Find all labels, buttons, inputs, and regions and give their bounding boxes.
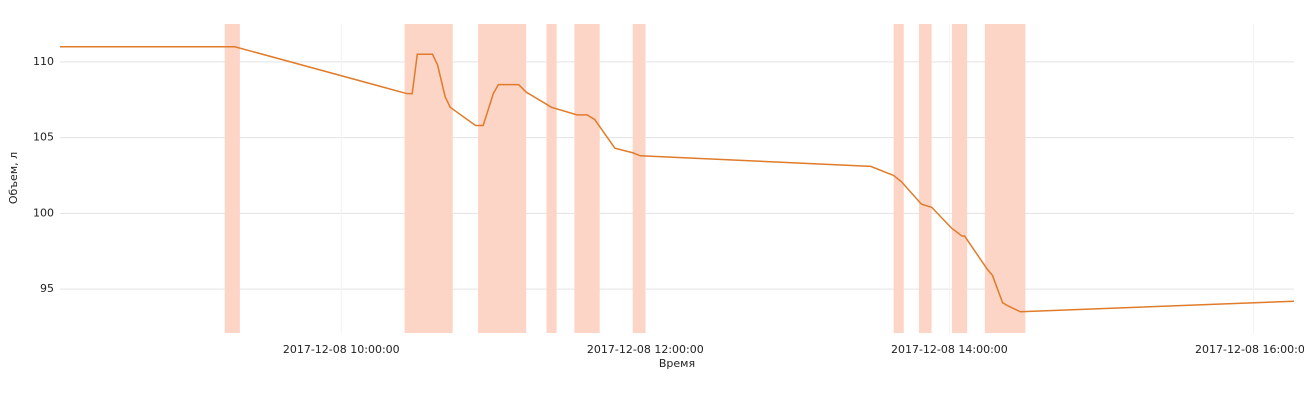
highlight-band xyxy=(574,24,600,333)
x-tick-label: 2017-12-08 12:00:00 xyxy=(587,343,704,356)
line xyxy=(60,45,1295,313)
y-axis-label: Объем, л xyxy=(7,152,20,204)
highlight-band xyxy=(893,24,904,333)
x-tick-label: 2017-12-08 16:00:00 xyxy=(1195,343,1304,356)
y-tick-label: 110 xyxy=(33,55,54,68)
highlight-band xyxy=(984,24,1026,333)
highlight-band xyxy=(632,24,646,333)
x-axis-label: Время xyxy=(659,357,695,370)
highlight-band xyxy=(404,24,453,333)
y-tick-label: 95 xyxy=(40,282,54,295)
highlight-band xyxy=(224,24,240,333)
y-tick-label: 100 xyxy=(33,206,54,219)
highlight-band xyxy=(918,24,932,333)
x-tick-label: 2017-12-08 10:00:00 xyxy=(283,343,400,356)
highlight-band xyxy=(951,24,968,333)
x-tick-label: 2017-12-08 14:00:00 xyxy=(891,343,1008,356)
y-tick-label: 105 xyxy=(33,131,54,144)
highlight-band xyxy=(546,24,557,333)
highlight-band xyxy=(478,24,527,333)
